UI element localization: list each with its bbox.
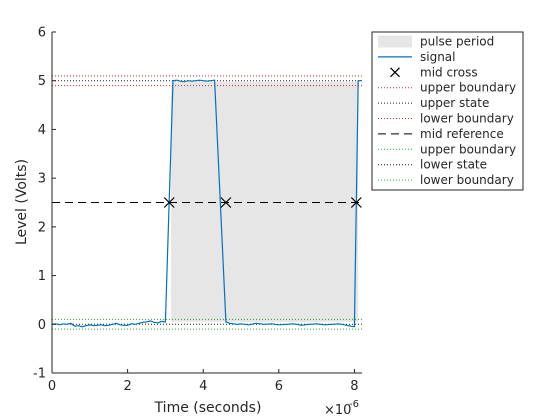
mid-cross-marker xyxy=(350,197,362,208)
signal-line xyxy=(51,79,362,328)
legend-entry: mid cross xyxy=(390,65,478,79)
y-tick-label: 4 xyxy=(38,123,46,138)
x-tick-label: 0 xyxy=(48,379,56,394)
legend-label: signal xyxy=(420,50,456,64)
y-tick-label: 6 xyxy=(38,26,46,41)
legend-entry: lower state xyxy=(378,158,487,172)
x-tick-label: 2 xyxy=(123,379,131,394)
legend-label: mid reference xyxy=(420,127,504,141)
pulse-period-patch xyxy=(171,81,359,322)
y-tick-label: 3 xyxy=(38,172,46,187)
x-axis-label: Time (seconds) xyxy=(154,400,262,416)
legend-entry: pulse period xyxy=(378,35,494,49)
y-tick-label: 1 xyxy=(38,269,46,284)
x-tick-label: 4 xyxy=(199,379,207,394)
legend-swatch-marker xyxy=(390,67,400,78)
x-exponent-label: ×10 -6 xyxy=(324,399,359,418)
x-exponent-power: -6 xyxy=(349,399,359,410)
legend-entry: lower boundary xyxy=(378,112,514,126)
legend-entry: upper state xyxy=(378,96,489,110)
x-exponent-base: ×10 xyxy=(324,403,351,418)
legend-label: lower boundary xyxy=(420,112,514,126)
y-tick-label: 0 xyxy=(38,318,46,333)
legend-label: lower state xyxy=(420,158,487,172)
legend-entry: mid reference xyxy=(378,127,504,141)
legend-label: mid cross xyxy=(420,65,478,79)
plot-area xyxy=(51,32,362,373)
y-tick-label: 2 xyxy=(38,220,46,235)
legend-box xyxy=(371,31,524,191)
x-tick-label: 6 xyxy=(275,379,283,394)
legend-label: pulse period xyxy=(420,35,494,49)
legend-label: upper boundary xyxy=(420,142,516,156)
y-tick-label: 5 xyxy=(38,74,46,89)
legend-label: lower boundary xyxy=(420,173,514,187)
legend-swatch-patch xyxy=(378,35,412,48)
legend-entry: lower boundary xyxy=(378,173,514,187)
y-axis-label: Level (Volts) xyxy=(14,159,30,245)
legend-entry: upper boundary xyxy=(378,81,516,95)
mid-cross-marker xyxy=(163,197,175,208)
mid-cross-marker xyxy=(220,197,232,208)
legend-entry: upper boundary xyxy=(378,142,516,156)
legend-label: upper boundary xyxy=(420,81,516,95)
y-tick-label: -1 xyxy=(33,367,46,382)
x-tick-label: 8 xyxy=(350,379,358,394)
legend-label: upper state xyxy=(420,96,489,110)
legend-entry: signal xyxy=(378,50,456,64)
